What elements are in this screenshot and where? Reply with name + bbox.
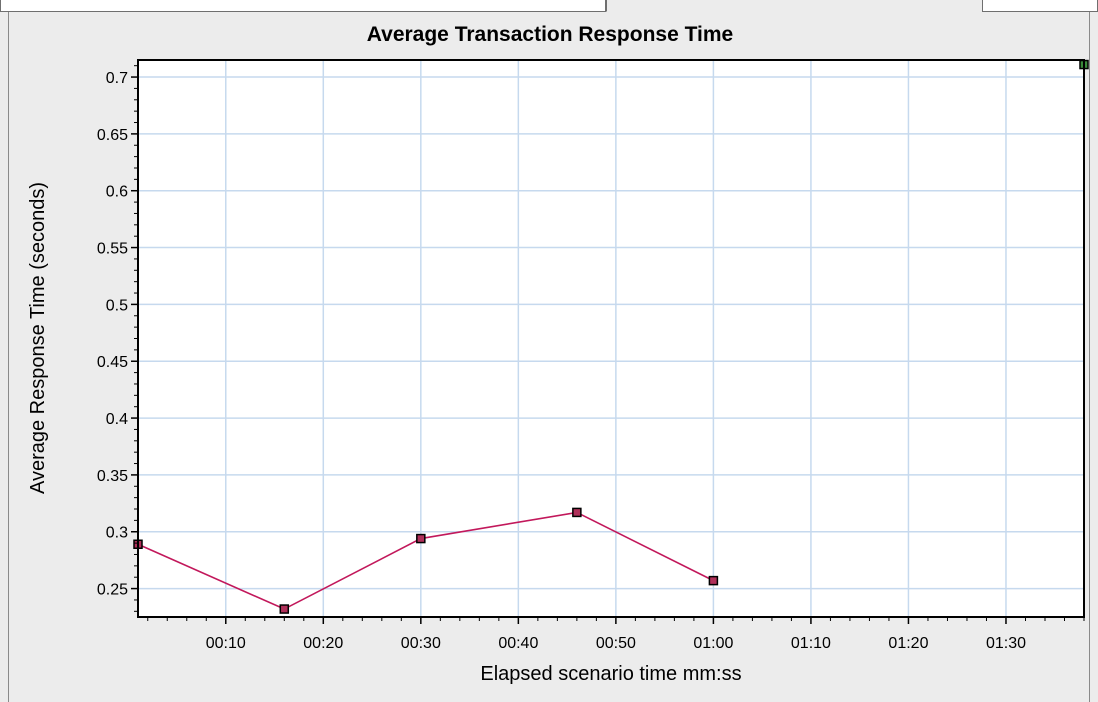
axis-ticks: 00:10 00:20 00:30 00:40 00:50 01:00 01:10 01:20… (97, 65, 1085, 652)
x-tick-label: 01:10 (791, 635, 831, 652)
x-tick-label: 01:30 (986, 635, 1026, 652)
x-tick-label: 00:50 (596, 635, 636, 652)
graph-panel (8, 12, 1090, 702)
y-tick-label: 0.45 (97, 354, 128, 371)
chart-title: Average Transaction Response Time (367, 23, 733, 46)
series-1-point (708, 575, 719, 586)
series-1-point (279, 604, 290, 614)
series-1-point (572, 507, 582, 518)
tab-strip (0, 0, 1098, 14)
x-tick-label: 01:00 (693, 635, 733, 652)
y-tick-label: 0.4 (106, 411, 128, 428)
y-tick-label: 0.55 (97, 241, 128, 258)
y-tick-label: 0.3 (106, 525, 128, 542)
y-axis-title: Average Response Time (seconds) (27, 182, 49, 494)
x-axis-title: Elapsed scenario time mm:ss (480, 663, 741, 685)
tab-left[interactable] (0, 0, 606, 12)
y-tick-label: 0.25 (97, 582, 128, 599)
plot-area (138, 60, 1084, 617)
y-tick-label: 0.65 (97, 127, 128, 144)
x-tick-label: 00:30 (401, 635, 441, 652)
y-tick-label: 0.5 (106, 297, 128, 314)
y-tick-label: 0.6 (106, 184, 128, 201)
y-tick-label: 0.7 (106, 70, 128, 87)
x-tick-label: 01:20 (888, 635, 928, 652)
x-tick-label: 00:40 (498, 635, 538, 652)
x-tick-label: 00:10 (206, 635, 246, 652)
grid-lines (138, 60, 1084, 617)
tab-active[interactable] (606, 0, 982, 12)
y-tick-label: 0.35 (97, 468, 128, 485)
x-tick-label: 00:20 (303, 635, 343, 652)
series-1-point (416, 533, 426, 544)
